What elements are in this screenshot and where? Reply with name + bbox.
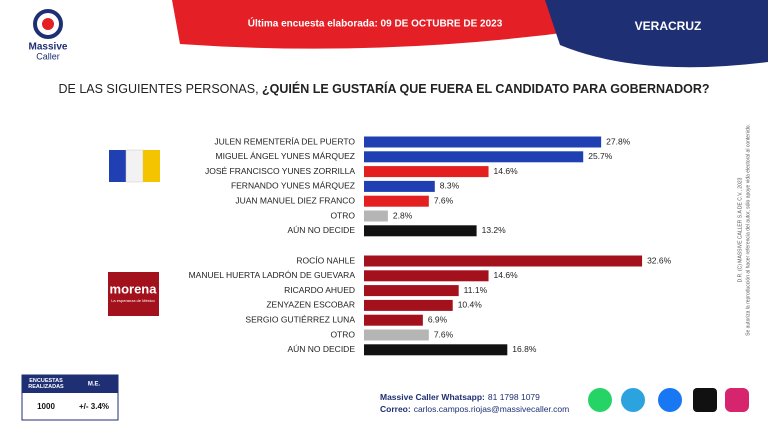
- value-label: 32.6%: [647, 255, 672, 265]
- x-icon[interactable]: [693, 388, 717, 412]
- morena-logo: [108, 272, 159, 316]
- category-label: JOSÉ FRANCISCO YUNES ZORRILLA: [205, 166, 355, 176]
- bar: [364, 180, 435, 192]
- sample-table: ENCUESTAS REALIZADAS M.E. 1000 +/- 3.4%: [21, 374, 119, 421]
- table-header-cell: ENCUESTAS REALIZADAS: [28, 378, 64, 390]
- logo-block: [143, 150, 160, 182]
- category-label: JULEN REMENTERÍA DEL PUERTO: [214, 136, 355, 146]
- category-label: OTRO: [330, 329, 355, 339]
- value-label: 27.8%: [606, 136, 631, 146]
- category-label: ROCÍO NAHLE: [296, 255, 355, 265]
- bar: [364, 210, 388, 222]
- bar: [364, 270, 489, 282]
- logo-block: [109, 150, 126, 182]
- side-note: D.R. (C) MASSIVE CALLER S.A DE C.V., 202…: [737, 124, 751, 336]
- bar: [364, 136, 602, 148]
- bar: [364, 255, 643, 267]
- alliance-logo: [109, 149, 160, 183]
- bar: [364, 166, 489, 178]
- bar: [364, 151, 584, 163]
- morena-logo-sub: La esperanza de México: [111, 298, 155, 303]
- bar: [364, 225, 477, 237]
- value-label: 7.6%: [434, 329, 454, 339]
- bar: [364, 299, 453, 311]
- value-label: 16.8%: [512, 344, 537, 354]
- logo-dot: [42, 18, 54, 30]
- value-label: 14.6%: [494, 166, 519, 176]
- value-label: 2.8%: [393, 210, 413, 220]
- category-label: MANUEL HUERTA LADRÓN DE GUEVARA: [189, 270, 356, 280]
- value-label: 8.3%: [440, 181, 460, 191]
- footer-value: 81 1798 1079: [488, 392, 540, 402]
- logo-ring: [33, 9, 63, 39]
- table-cell: +/- 3.4%: [79, 402, 109, 411]
- footer-line: Massive Caller Whatsapp: 81 1798 1079: [380, 392, 540, 402]
- value-label: 25.7%: [588, 151, 613, 161]
- bar: [364, 195, 429, 207]
- category-label: SERGIO GUTIÉRREZ LUNA: [245, 314, 355, 324]
- logo-text: Caller: [36, 51, 60, 61]
- side-note-line: Se autoriza la reproducción al hacer ref…: [745, 124, 751, 336]
- value-label: 11.1%: [464, 285, 488, 295]
- table-cell: 1000: [37, 402, 55, 411]
- header-red-band: [172, 0, 585, 49]
- facebook-icon[interactable]: [658, 388, 682, 412]
- date-line: Última encuesta elaborada: 09 DE OCTUBRE…: [248, 17, 503, 30]
- category-label: JUAN MANUEL DIEZ FRANCO: [235, 195, 355, 205]
- category-label: RICARDO AHUED: [284, 285, 355, 295]
- bar: [364, 329, 429, 341]
- bar: [364, 344, 508, 356]
- question-main: ¿QUIÉN LE GUSTARÍA QUE FUERA EL CANDIDAT…: [262, 81, 709, 96]
- footer-value: carlos.campos.riojas@massivecaller.com: [414, 404, 570, 414]
- footer-label: Massive Caller Whatsapp:: [380, 392, 485, 402]
- value-label: 6.9%: [428, 314, 448, 324]
- category-label: ZENYAZEN ESCOBAR: [266, 300, 355, 310]
- question: DE LAS SIGUIENTES PERSONAS, ¿QUIÉN LE GU…: [59, 81, 710, 96]
- table-header-text: M.E.: [88, 382, 101, 388]
- logo-block: [125, 149, 144, 183]
- category-label: AÚN NO DECIDE: [287, 344, 355, 354]
- footer-line: Correo: carlos.campos.riojas@massivecalle…: [380, 404, 569, 414]
- bar: [364, 314, 423, 326]
- bar: [364, 285, 459, 297]
- category-label: MIGUEL ÁNGEL YUNES MÁRQUEZ: [216, 151, 356, 161]
- telegram-icon[interactable]: [621, 388, 645, 412]
- header-blue-band: [545, 0, 768, 68]
- state-name: VERACRUZ: [635, 19, 702, 33]
- table-header: [22, 375, 118, 393]
- whatsapp-icon[interactable]: [588, 388, 612, 412]
- footer-label: Correo:: [380, 404, 411, 414]
- category-label: AÚN NO DECIDE: [287, 225, 355, 235]
- value-label: 7.6%: [434, 195, 454, 205]
- side-note-line: D.R. (C) MASSIVE CALLER S.A DE C.V., 202…: [737, 177, 743, 282]
- value-label: 10.4%: [458, 300, 483, 310]
- category-label: OTRO: [330, 210, 355, 220]
- logo-text: Massive: [29, 42, 68, 53]
- morena-logo-text: morena: [110, 281, 158, 296]
- instagram-icon[interactable]: [725, 388, 749, 412]
- category-label: FERNANDO YUNES MÁRQUEZ: [231, 181, 355, 191]
- value-label: 13.2%: [482, 225, 507, 235]
- table-header-text: ENCUESTAS REALIZADAS: [28, 378, 64, 390]
- value-label: 14.6%: [494, 270, 519, 280]
- question-lead: DE LAS SIGUIENTES PERSONAS,: [59, 82, 263, 96]
